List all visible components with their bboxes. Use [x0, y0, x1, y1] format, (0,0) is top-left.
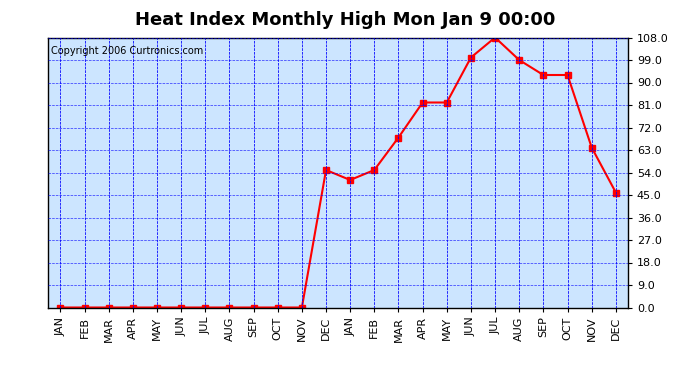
Text: Copyright 2006 Curtronics.com: Copyright 2006 Curtronics.com	[51, 46, 204, 56]
Text: Heat Index Monthly High Mon Jan 9 00:00: Heat Index Monthly High Mon Jan 9 00:00	[135, 11, 555, 29]
